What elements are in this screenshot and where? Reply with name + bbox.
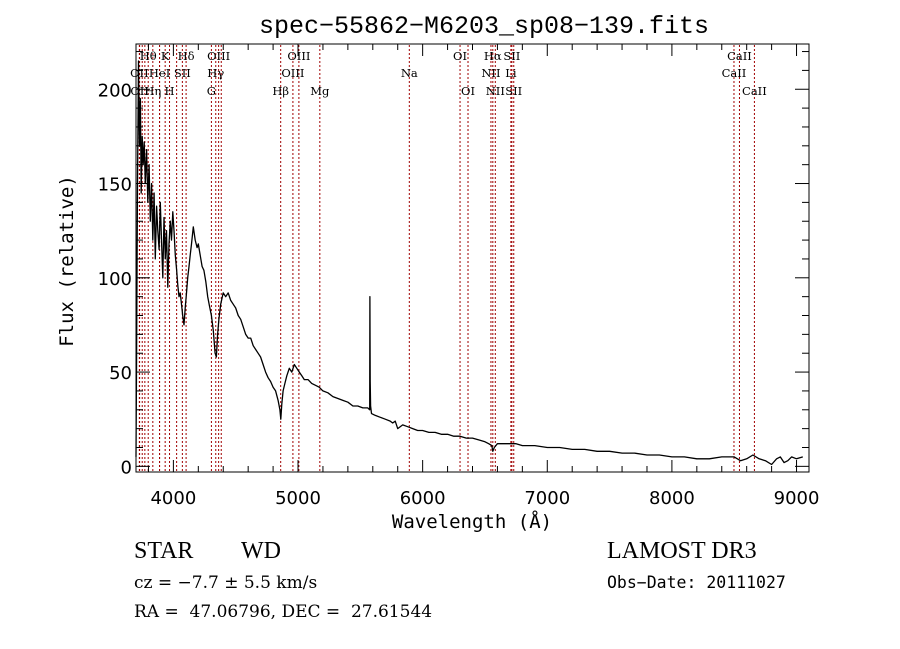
x-tick-label: 6000 xyxy=(400,488,446,509)
x-tick-label: 8000 xyxy=(649,488,695,509)
y-tick-label: 0 xyxy=(121,457,132,478)
redshift-text: cz = −7.7 ± 5.5 km/s xyxy=(134,573,318,593)
y-tick-label: 150 xyxy=(98,175,132,196)
y-tick-label: 100 xyxy=(98,269,132,290)
spectrum-series xyxy=(135,60,803,466)
spectral-line-label: OI xyxy=(453,49,467,63)
spectral-line-label: Mg xyxy=(310,84,330,98)
spectral-line-label: Hα xyxy=(484,49,502,63)
plot-frame xyxy=(135,43,810,473)
spectral-line-label: SII xyxy=(174,66,191,80)
x-tick-label: 9000 xyxy=(774,488,820,509)
spectral-line-label: OII xyxy=(130,66,149,80)
spectral-line-label: H xyxy=(165,84,175,98)
spectral-line-label: CaII xyxy=(742,84,767,98)
spectral-line-label: OIII xyxy=(287,49,310,63)
spectral-line-label: Na xyxy=(401,66,418,80)
spectral-line-label: OI xyxy=(461,84,475,98)
survey-label: LAMOST DR3 xyxy=(607,538,757,564)
spectral-line-label: SII xyxy=(505,84,522,98)
spectral-line-label: OIII xyxy=(207,49,230,63)
x-tick-label: 7000 xyxy=(524,488,570,509)
spectral-line-label: Hβ xyxy=(272,84,289,98)
spectral-line-label: G xyxy=(207,84,216,98)
spectral-line-markers xyxy=(138,45,755,471)
y-axis-label: Flux (relative) xyxy=(56,175,78,347)
x-tick-label: 4000 xyxy=(150,488,196,509)
observation-date: Obs−Date: 20111027 xyxy=(607,573,786,592)
x-axis-label: Wavelength (Å) xyxy=(392,510,552,533)
coordinates-text: RA = 47.06796, DEC = 27.61544 xyxy=(134,602,433,622)
spectral-line-label: HeI xyxy=(149,66,170,80)
object-class: STAR xyxy=(134,538,194,564)
spectral-line-label: NII xyxy=(486,84,505,98)
spectral-line-label: Hθ xyxy=(140,49,157,63)
spectral-line-label: SII xyxy=(503,49,520,63)
spectral-line-label: OIII xyxy=(281,66,304,80)
object-subclass: WD xyxy=(241,538,281,564)
spectral-line-label: CaII xyxy=(727,49,752,63)
spectral-line-label: K xyxy=(161,49,170,63)
spectral-line-label: Hδ xyxy=(178,49,195,63)
spectral-line-label: CaII xyxy=(722,66,747,80)
axis-ticks xyxy=(136,44,809,472)
spectral-line-label: Hη xyxy=(144,84,161,98)
axis-tick-labels: 4000 5000 6000 7000 8000 9000 0 50 100 150 200 xyxy=(98,80,820,509)
y-tick-label: 50 xyxy=(109,363,132,384)
spectral-line-label: OII xyxy=(130,84,149,98)
y-tick-label: 200 xyxy=(98,80,132,101)
spectrum-line xyxy=(135,60,803,466)
x-tick-label: 5000 xyxy=(275,488,321,509)
spectral-line-label: Li xyxy=(505,66,517,80)
spectral-line-label: Hγ xyxy=(207,66,224,80)
spectral-line-label: NII xyxy=(481,66,500,80)
chart-title: spec−55862−M6203_sp08−139.fits xyxy=(259,12,709,41)
